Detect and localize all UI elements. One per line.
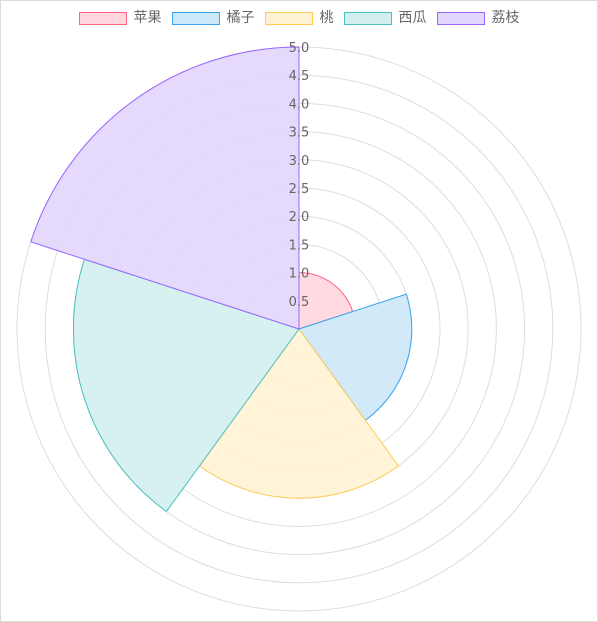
chart-segments (30, 46, 413, 513)
tick-label: 2.5 (289, 182, 310, 197)
legend-label: 荔枝 (491, 10, 520, 26)
legend-swatch (171, 11, 220, 25)
segment-1[interactable] (298, 293, 413, 421)
legend-label: 苹果 (133, 10, 162, 26)
tick-label: 3.0 (289, 154, 310, 169)
segment-0[interactable] (298, 272, 354, 330)
legend-swatch (436, 11, 485, 25)
legend-item-0[interactable]: 苹果 (78, 10, 162, 26)
legend-swatch (264, 11, 313, 25)
legend-swatch (78, 11, 127, 25)
legend-item-3[interactable]: 西瓜 (343, 10, 427, 26)
tick-label: 1.5 (289, 238, 310, 253)
legend-swatch (343, 11, 392, 25)
legend-label: 橘子 (226, 10, 255, 26)
tick-label: 3.5 (289, 126, 310, 141)
segment-3[interactable] (72, 258, 300, 513)
tick-label: 5.0 (289, 41, 310, 56)
legend-item-4[interactable]: 荔枝 (436, 10, 520, 26)
tick-label: 2.0 (289, 210, 310, 225)
tick-label: 4.5 (289, 69, 310, 84)
legend-label: 桃 (319, 10, 334, 26)
chart-legend: 苹果 橘子 桃 西瓜 荔枝 (1, 10, 597, 26)
legend-item-2[interactable]: 桃 (264, 10, 334, 26)
segment-4[interactable] (30, 46, 300, 330)
tick-label: 4.0 (289, 97, 310, 112)
tick-label: 1.0 (289, 267, 310, 282)
radial-axis: 0.5 1.0 1.5 2.0 2.5 3.0 3.5 4.0 4.5 5.0 (289, 41, 310, 310)
legend-item-1[interactable]: 橘子 (171, 10, 255, 26)
legend-label: 西瓜 (398, 10, 427, 26)
tick-label: 0.5 (289, 295, 310, 310)
segment-2[interactable] (199, 328, 399, 499)
